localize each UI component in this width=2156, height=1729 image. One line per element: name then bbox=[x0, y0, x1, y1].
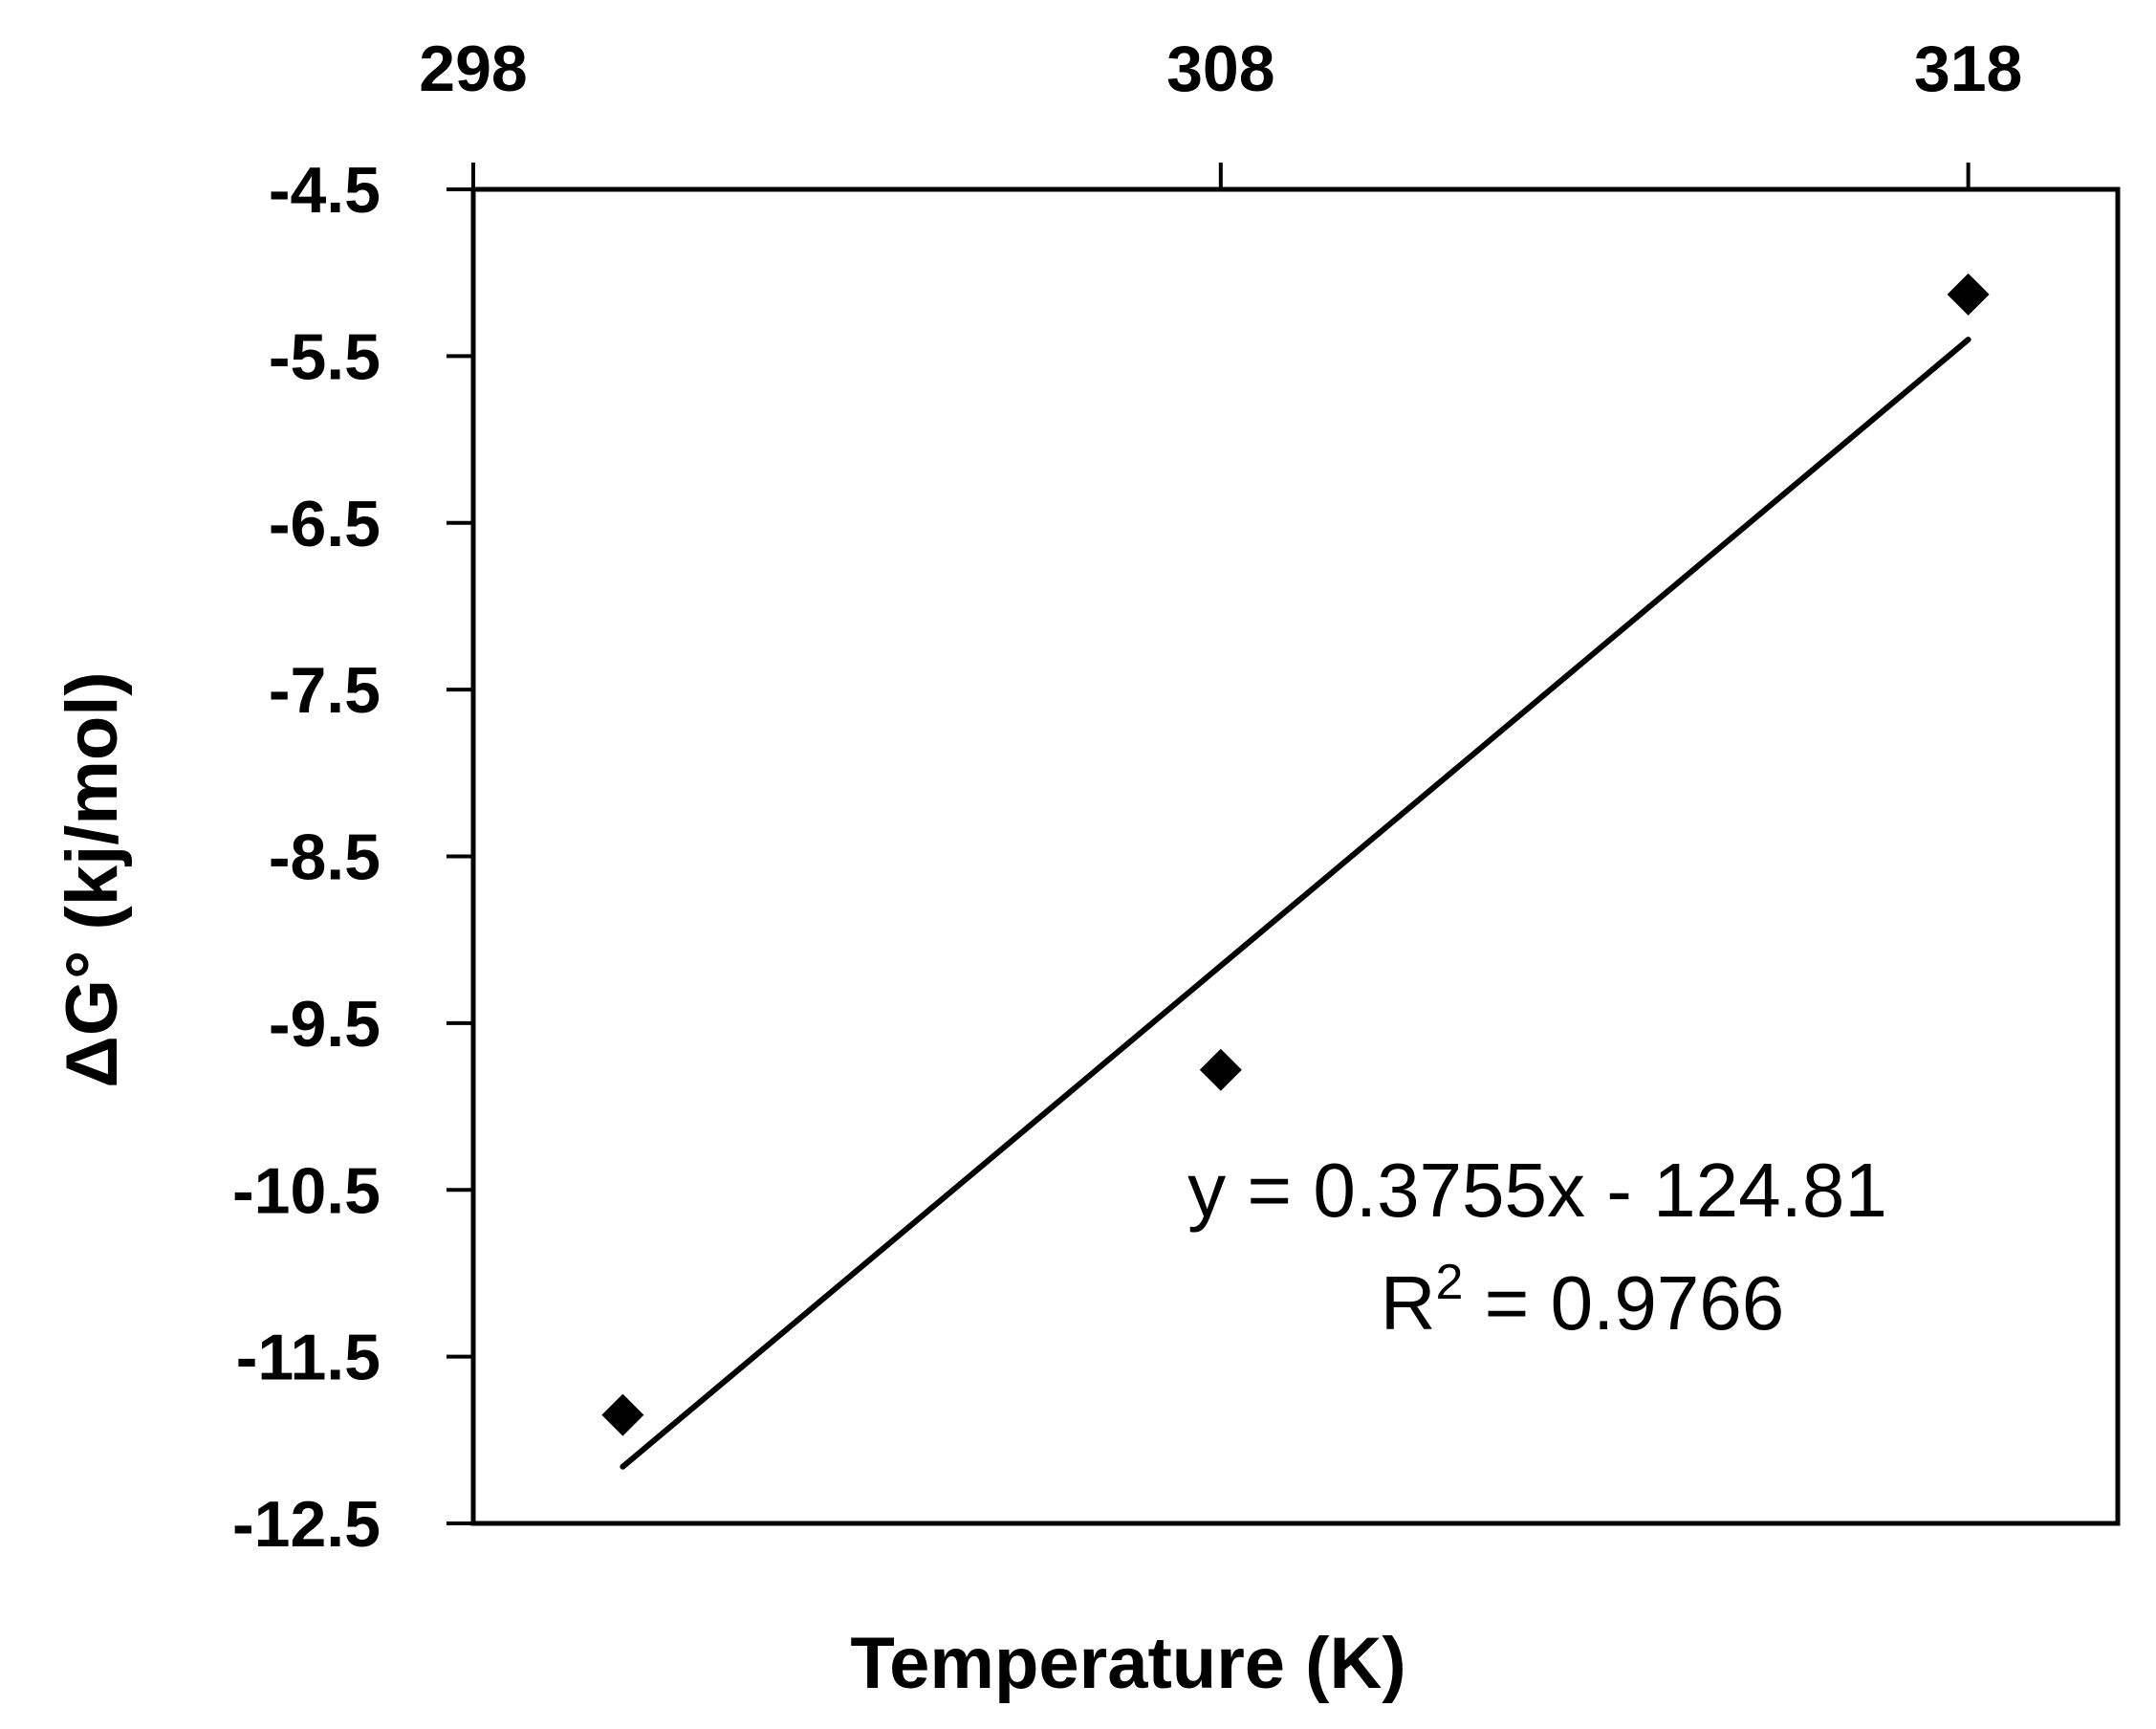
y-tick-label: -11.5 bbox=[236, 1322, 381, 1394]
data-point bbox=[1199, 1048, 1242, 1091]
x-tick-label: 318 bbox=[1914, 33, 2022, 105]
y-tick-label: -6.5 bbox=[269, 488, 381, 560]
plot-marks bbox=[601, 273, 1990, 1470]
x-tick-label: 308 bbox=[1166, 33, 1274, 105]
y-axis-title: ΔG° (kj/mol) bbox=[52, 671, 133, 1087]
x-axis: 298 308 318 bbox=[419, 33, 2022, 189]
y-tick-label: -9.5 bbox=[269, 988, 381, 1061]
y-tick-label: -7.5 bbox=[269, 654, 381, 727]
y-tick-label: -5.5 bbox=[269, 320, 381, 393]
y-tick-label: -12.5 bbox=[232, 1488, 381, 1561]
y-axis: -4.5 -5.5 -6.5 -7.5 -8.5 -9.5 -10.5 -11.5 -12.5 bbox=[232, 154, 473, 1561]
r-squared-superscript: 2 bbox=[1436, 1255, 1464, 1310]
r-squared-prefix: R bbox=[1381, 1260, 1436, 1346]
r-squared-label: R2 = 0.9766 bbox=[1381, 1255, 1785, 1346]
x-axis-title: Temperature (K) bbox=[850, 1623, 1405, 1704]
y-tick-label: -4.5 bbox=[269, 154, 381, 227]
data-point bbox=[1947, 273, 1990, 316]
trendline-equation: y = 0.3755x - 124.81 bbox=[1187, 1148, 1887, 1233]
plot-area-frame bbox=[470, 186, 2121, 1526]
x-tick-label: 298 bbox=[419, 33, 527, 105]
r-squared-value: = 0.9766 bbox=[1463, 1260, 1784, 1346]
trendline bbox=[620, 337, 1971, 1470]
y-tick-label: -8.5 bbox=[269, 821, 381, 894]
y-tick-label: -10.5 bbox=[232, 1154, 381, 1227]
data-point bbox=[601, 1393, 644, 1436]
